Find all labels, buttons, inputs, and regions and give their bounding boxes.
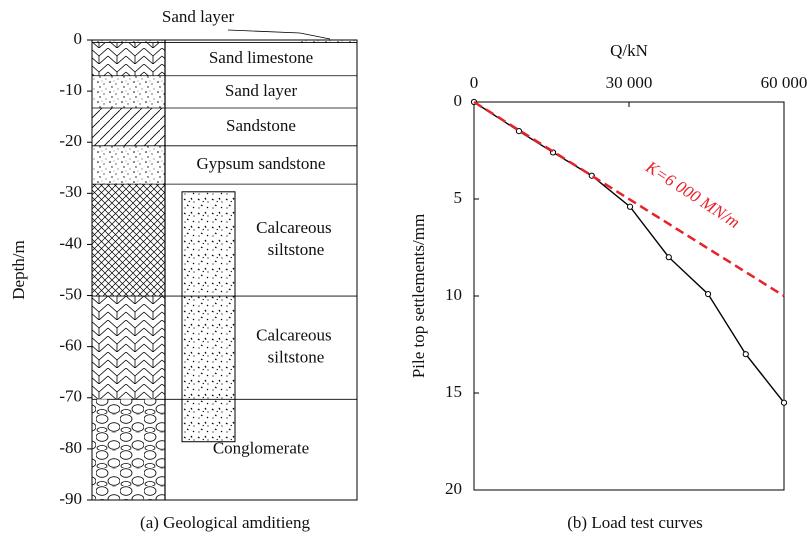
annotation: K=6 000 MN/m bbox=[642, 157, 744, 232]
layer-label: Conglomerate bbox=[213, 439, 309, 458]
layer bbox=[92, 75, 165, 108]
x-tick-label: 30 000 bbox=[606, 73, 653, 92]
frame bbox=[473, 101, 785, 491]
y-tick-label: 0 bbox=[454, 91, 463, 110]
y-tick-label: -90 bbox=[59, 489, 82, 508]
layer bbox=[92, 107, 165, 146]
frame bbox=[91, 39, 358, 501]
point bbox=[704, 290, 712, 298]
y-tick-label: 10 bbox=[445, 285, 462, 304]
layer-label: Gypsum sandstone bbox=[197, 154, 326, 173]
y-tick-label: -10 bbox=[59, 80, 82, 99]
point bbox=[515, 128, 523, 135]
caption: (a) Geological amditieng bbox=[140, 513, 310, 532]
y-tick-label: 20 bbox=[445, 479, 462, 498]
label-line: Calcareous bbox=[256, 218, 336, 237]
x-axis-label: Q/kN bbox=[610, 41, 648, 60]
layer bbox=[92, 40, 165, 43]
layer bbox=[92, 296, 165, 400]
label-line: siltstone bbox=[268, 240, 325, 259]
y-tick-label: -50 bbox=[59, 284, 82, 303]
y-tick-label: -80 bbox=[59, 438, 82, 457]
layer-label: Sandstone bbox=[226, 116, 296, 135]
layer bbox=[92, 145, 165, 185]
layer bbox=[92, 184, 165, 297]
layer-label: Sand layer bbox=[162, 7, 235, 26]
point bbox=[780, 399, 788, 406]
point bbox=[742, 351, 749, 358]
layer-label: Sand layer bbox=[225, 81, 298, 100]
leader-line bbox=[227, 29, 331, 40]
y-tick-label: -40 bbox=[59, 233, 82, 252]
caption: (b) Load test curves bbox=[567, 513, 702, 532]
layer-label: Sand limestone bbox=[209, 48, 313, 67]
point bbox=[665, 254, 672, 261]
y-tick-label: -60 bbox=[59, 336, 82, 355]
layer bbox=[92, 42, 165, 76]
y-tick-label: 0 bbox=[74, 29, 83, 48]
layer bbox=[92, 399, 165, 500]
y-tick-label: 5 bbox=[454, 188, 463, 207]
pile bbox=[181, 191, 236, 443]
y-tick-label: -30 bbox=[59, 182, 82, 201]
y-axis-label: Pile top settlements/mm bbox=[409, 214, 428, 378]
x-tick-label: 0 bbox=[470, 73, 479, 92]
x-tick-label: 60 000 bbox=[761, 73, 808, 92]
point bbox=[626, 203, 634, 210]
y-tick-label: -70 bbox=[59, 387, 82, 406]
label-line: Calcareous bbox=[256, 326, 336, 345]
series-line bbox=[473, 100, 785, 298]
label-line: siltstone bbox=[268, 348, 325, 367]
series-line bbox=[473, 101, 785, 404]
layer-label: Calcareous siltstone bbox=[256, 326, 336, 367]
y-tick-label: 15 bbox=[445, 382, 462, 401]
y-tick-label: -20 bbox=[59, 131, 82, 150]
layer-label: Calcareous siltstone bbox=[256, 218, 336, 259]
y-axis-label: Depth/m bbox=[9, 240, 28, 300]
layer bbox=[300, 40, 357, 43]
